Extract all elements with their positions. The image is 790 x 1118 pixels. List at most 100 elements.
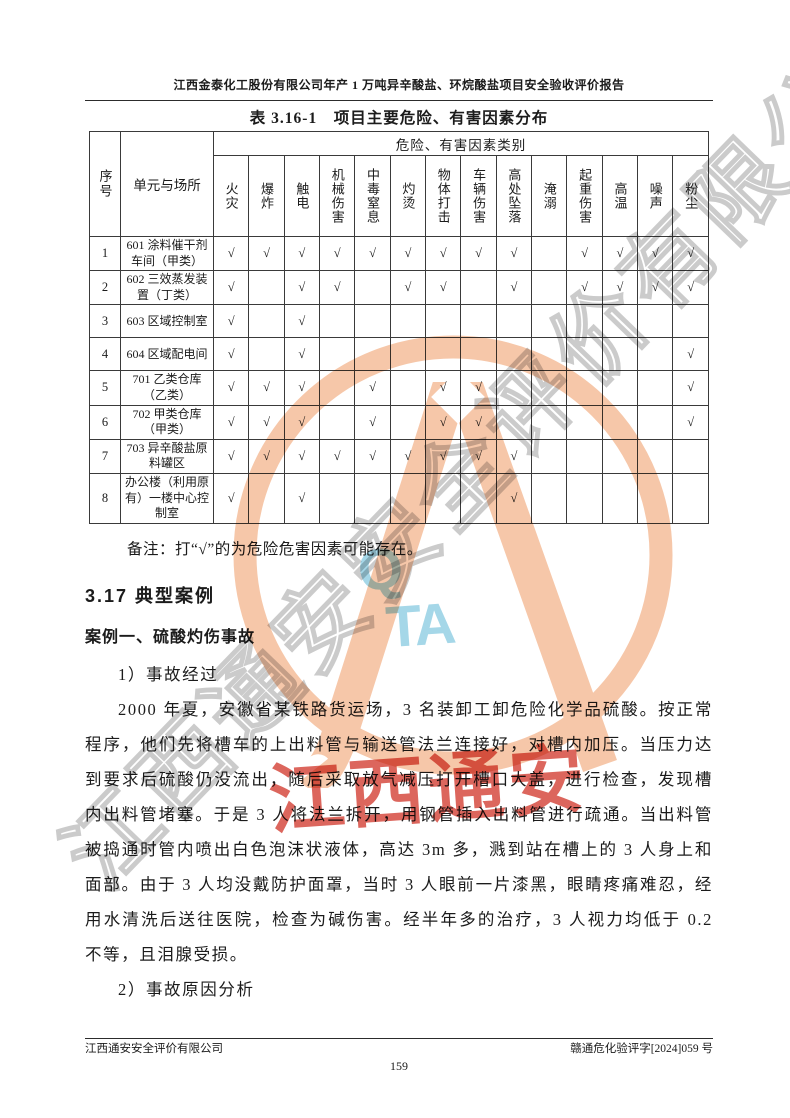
check-cell-empty <box>319 304 356 339</box>
check-cell-marked: √ <box>566 270 603 306</box>
check-cell-marked: √ <box>425 235 462 272</box>
hazard-column-header: 粉尘 <box>672 155 709 237</box>
check-cell-empty <box>566 438 603 474</box>
check-cell-marked: √ <box>248 438 285 474</box>
step-2-label: 2）事故原因分析 <box>118 979 255 999</box>
column-header-unit: 单元与场所 <box>120 131 214 237</box>
check-cell-marked: √ <box>248 235 285 272</box>
unit-name-cell: 603 区域控制室 <box>120 304 214 339</box>
check-cell-marked: √ <box>566 235 603 272</box>
check-cell-empty <box>566 404 603 440</box>
row-number-cell: 4 <box>89 337 121 372</box>
check-cell-marked: √ <box>283 472 321 524</box>
unit-name-cell: 702 甲类仓库（甲类） <box>120 404 214 440</box>
check-cell-empty <box>637 370 674 406</box>
check-cell-empty <box>354 337 391 372</box>
check-cell-empty <box>601 304 639 339</box>
check-cell-marked: √ <box>495 270 533 306</box>
check-cell-marked: √ <box>283 270 321 306</box>
check-cell-marked: √ <box>248 404 285 440</box>
table-header: 序号 单元与场所 危险、有害因素类别 火灾 爆炸 触电 机械伤害 中毒窒息 灼烫 物体打击车… <box>89 131 709 237</box>
check-cell-empty <box>319 404 356 440</box>
table-row: 3 603 区域控制室 √ √ <box>89 304 709 339</box>
check-cell-marked: √ <box>601 270 639 306</box>
check-cell-empty <box>637 404 674 440</box>
check-cell-marked: √ <box>248 370 285 406</box>
hazard-column-header: 机械伤害 <box>319 155 356 237</box>
check-cell-marked: √ <box>212 304 250 339</box>
hazard-column-header: 灼烫 <box>389 155 427 237</box>
report-header-title: 江西金泰化工股份有限公司年产 1 万吨异辛酸盐、环烷酸盐项目安全验收评价报告 <box>173 78 625 92</box>
unit-name-cell: 办公楼（利用原有）一楼中心控制室 <box>120 472 214 524</box>
check-cell-empty <box>460 270 497 306</box>
check-cell-marked: √ <box>212 404 250 440</box>
check-cell-marked: √ <box>672 337 709 372</box>
table-note: 备注：打“√”的为危险危害因素可能存在。 <box>127 540 423 558</box>
hazard-column-header: 触电 <box>283 155 321 237</box>
check-cell-marked: √ <box>354 438 391 474</box>
check-cell-marked: √ <box>283 235 321 272</box>
check-cell-empty <box>531 472 568 524</box>
footer-divider <box>85 1038 713 1039</box>
hazard-distribution-table: 序号 单元与场所 危险、有害因素类别 火灾 爆炸 触电 机械伤害 中毒窒息 灼烫 物体打击车… <box>89 131 709 524</box>
footer-doc-number: 赣通危化验评字[2024]059 号 <box>570 1043 713 1055</box>
check-cell-empty <box>354 270 391 306</box>
check-cell-marked: √ <box>212 235 250 272</box>
check-cell-marked: √ <box>460 370 497 406</box>
check-cell-marked: √ <box>354 235 391 272</box>
unit-name-cell: 604 区域配电间 <box>120 337 214 372</box>
check-cell-marked: √ <box>460 404 497 440</box>
check-cell-marked: √ <box>212 438 250 474</box>
check-cell-empty <box>319 370 356 406</box>
check-cell-empty <box>531 438 568 474</box>
case-title: 案例一、硫酸灼伤事故 <box>85 628 256 646</box>
check-cell-empty <box>601 337 639 372</box>
hazard-header-row: 火灾 爆炸 触电 机械伤害 中毒窒息 灼烫 物体打击 车辆伤害 高处坠落 淹溺 起重伤害 高温 噪声 粉尘 <box>90 155 709 237</box>
check-cell-marked: √ <box>601 235 639 272</box>
check-cell-marked: √ <box>425 270 462 306</box>
check-cell-empty <box>566 304 603 339</box>
check-cell-marked: √ <box>389 270 427 306</box>
hazard-column-header: 高处坠落 <box>495 155 533 237</box>
table-row: 4 604 区域配电间 √ √ √ <box>89 337 709 372</box>
check-cell-empty <box>495 304 533 339</box>
check-cell-empty <box>601 438 639 474</box>
hazard-column-header: 高温 <box>601 155 639 237</box>
check-cell-empty <box>389 404 427 440</box>
check-cell-empty <box>566 370 603 406</box>
check-cell-marked: √ <box>495 472 533 524</box>
check-cell-marked: √ <box>354 370 391 406</box>
check-cell-marked: √ <box>637 270 674 306</box>
check-cell-empty <box>389 472 427 524</box>
check-cell-empty <box>637 304 674 339</box>
check-cell-empty <box>637 438 674 474</box>
check-cell-marked: √ <box>212 337 250 372</box>
check-cell-empty <box>566 337 603 372</box>
hazard-column-header: 起重伤害 <box>566 155 603 237</box>
check-cell-marked: √ <box>672 404 709 440</box>
check-cell-empty <box>319 337 356 372</box>
check-cell-marked: √ <box>283 337 321 372</box>
check-cell-marked: √ <box>212 472 250 524</box>
check-cell-empty <box>531 270 568 306</box>
table-body: 1 601 涂料催干剂车间（甲类） √ √ √ √ √ √ √ √ √ √ √ √ √ 2 602 三效蒸发装置… <box>89 235 709 524</box>
check-cell-marked: √ <box>495 235 533 272</box>
check-cell-empty <box>672 472 709 524</box>
check-cell-empty <box>601 404 639 440</box>
check-cell-marked: √ <box>389 235 427 272</box>
table-header-row-1: 序号 单元与场所 危险、有害因素类别 <box>89 131 709 237</box>
check-cell-empty <box>672 304 709 339</box>
hazard-column-header: 噪声 <box>637 155 674 237</box>
check-cell-marked: √ <box>425 370 462 406</box>
check-cell-marked: √ <box>672 235 709 272</box>
unit-name-cell: 701 乙类仓库（乙类） <box>120 370 214 406</box>
hazard-column-header: 车辆伤害 <box>460 155 497 237</box>
check-cell-empty <box>248 304 285 339</box>
table-row: 7 703 异辛酸盐原料罐区 √ √ √ √ √ √ √ √ √ <box>89 438 709 474</box>
check-cell-marked: √ <box>389 438 427 474</box>
row-number-cell: 6 <box>89 404 121 440</box>
check-cell-empty <box>389 337 427 372</box>
check-cell-empty <box>248 270 285 306</box>
check-cell-empty <box>389 370 427 406</box>
table-row: 8 办公楼（利用原有）一楼中心控制室 √ √ √ <box>89 472 709 524</box>
